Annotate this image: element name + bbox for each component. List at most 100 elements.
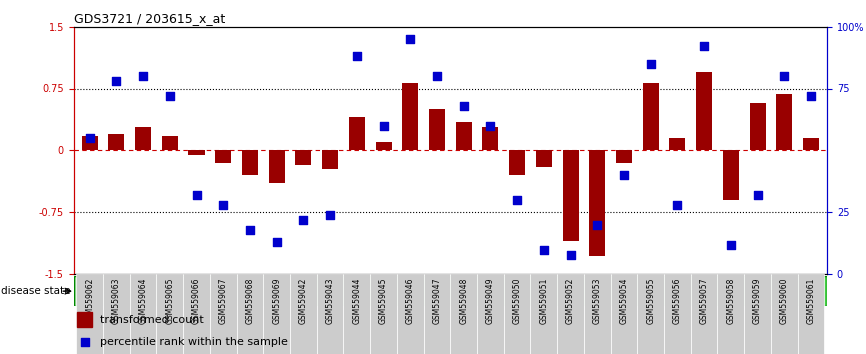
Bar bbox=[798, 274, 824, 354]
Text: GSM559064: GSM559064 bbox=[139, 277, 147, 324]
Bar bbox=[803, 138, 819, 150]
Bar bbox=[504, 274, 531, 354]
Bar bbox=[429, 109, 445, 150]
Bar bbox=[509, 150, 525, 175]
Bar bbox=[290, 274, 317, 354]
Text: GSM559045: GSM559045 bbox=[379, 277, 388, 324]
Bar bbox=[643, 83, 659, 150]
Text: GSM559054: GSM559054 bbox=[619, 277, 629, 324]
Bar bbox=[317, 276, 827, 306]
Bar bbox=[589, 150, 605, 256]
Text: GSM559055: GSM559055 bbox=[646, 277, 656, 324]
Text: GSM559048: GSM559048 bbox=[459, 277, 469, 324]
Bar bbox=[108, 134, 125, 150]
Bar bbox=[750, 103, 766, 150]
Bar bbox=[669, 138, 685, 150]
Bar bbox=[611, 274, 637, 354]
Bar bbox=[210, 274, 236, 354]
Bar bbox=[637, 274, 664, 354]
Bar bbox=[557, 274, 584, 354]
Bar bbox=[344, 274, 370, 354]
Bar bbox=[696, 72, 712, 150]
Bar bbox=[723, 150, 739, 200]
Bar bbox=[216, 150, 231, 163]
Point bbox=[109, 78, 123, 84]
Bar bbox=[584, 274, 611, 354]
Bar bbox=[771, 274, 798, 354]
Point bbox=[643, 61, 657, 67]
Bar bbox=[157, 274, 183, 354]
Text: GSM559056: GSM559056 bbox=[673, 277, 682, 324]
Bar bbox=[563, 150, 578, 241]
Bar bbox=[74, 276, 317, 306]
Point bbox=[136, 73, 150, 79]
Text: GSM559042: GSM559042 bbox=[299, 277, 308, 324]
Text: GSM559065: GSM559065 bbox=[165, 277, 174, 324]
Point bbox=[296, 217, 310, 223]
Bar bbox=[236, 274, 263, 354]
Bar bbox=[376, 142, 391, 150]
Bar bbox=[322, 150, 338, 169]
Point bbox=[751, 192, 765, 198]
Text: GSM559046: GSM559046 bbox=[406, 277, 415, 324]
Text: GSM559066: GSM559066 bbox=[192, 277, 201, 324]
Bar bbox=[183, 274, 210, 354]
Point bbox=[537, 247, 551, 252]
Text: pCR: pCR bbox=[183, 285, 208, 298]
Point bbox=[323, 212, 337, 218]
Point bbox=[78, 339, 92, 345]
Bar bbox=[162, 136, 178, 150]
Text: pPR: pPR bbox=[559, 285, 584, 298]
Text: GSM559060: GSM559060 bbox=[779, 277, 789, 324]
Point bbox=[377, 123, 391, 129]
Text: GSM559061: GSM559061 bbox=[806, 277, 816, 324]
Bar bbox=[402, 83, 418, 150]
Point bbox=[510, 197, 524, 203]
Bar bbox=[370, 274, 397, 354]
Bar bbox=[531, 274, 557, 354]
Bar bbox=[450, 274, 477, 354]
Bar bbox=[482, 127, 499, 150]
Text: GSM559053: GSM559053 bbox=[592, 277, 602, 324]
Text: GSM559059: GSM559059 bbox=[753, 277, 762, 324]
Point bbox=[216, 202, 230, 208]
Bar bbox=[477, 274, 504, 354]
Text: GSM559049: GSM559049 bbox=[486, 277, 494, 324]
Point bbox=[697, 44, 711, 49]
Text: GSM559047: GSM559047 bbox=[432, 277, 442, 324]
Point bbox=[724, 242, 738, 247]
Point bbox=[804, 93, 818, 99]
Text: GDS3721 / 203615_x_at: GDS3721 / 203615_x_at bbox=[74, 12, 225, 25]
Point bbox=[430, 73, 444, 79]
Text: GSM559043: GSM559043 bbox=[326, 277, 334, 324]
Bar bbox=[776, 94, 792, 150]
Bar bbox=[77, 312, 93, 327]
Bar bbox=[242, 150, 258, 175]
Bar bbox=[397, 274, 423, 354]
Point bbox=[617, 172, 631, 178]
Bar bbox=[263, 274, 290, 354]
Point bbox=[269, 239, 283, 245]
Bar bbox=[317, 274, 344, 354]
Text: GSM559057: GSM559057 bbox=[700, 277, 708, 324]
Text: disease state: disease state bbox=[1, 286, 70, 296]
Text: GSM559062: GSM559062 bbox=[85, 277, 94, 324]
Bar bbox=[349, 118, 365, 150]
Bar bbox=[664, 274, 691, 354]
Bar bbox=[268, 150, 285, 183]
Point bbox=[456, 103, 470, 109]
Text: GSM559067: GSM559067 bbox=[219, 277, 228, 324]
Text: GSM559063: GSM559063 bbox=[112, 277, 121, 324]
Point bbox=[670, 202, 684, 208]
Bar bbox=[135, 127, 151, 150]
Text: GSM559044: GSM559044 bbox=[352, 277, 361, 324]
Bar bbox=[744, 274, 771, 354]
Text: GSM559052: GSM559052 bbox=[566, 277, 575, 324]
Point bbox=[404, 36, 417, 42]
Bar bbox=[616, 150, 632, 163]
Bar bbox=[81, 136, 98, 150]
Text: GSM559050: GSM559050 bbox=[513, 277, 521, 324]
Point bbox=[483, 123, 497, 129]
Bar bbox=[691, 274, 718, 354]
Bar bbox=[456, 121, 472, 150]
